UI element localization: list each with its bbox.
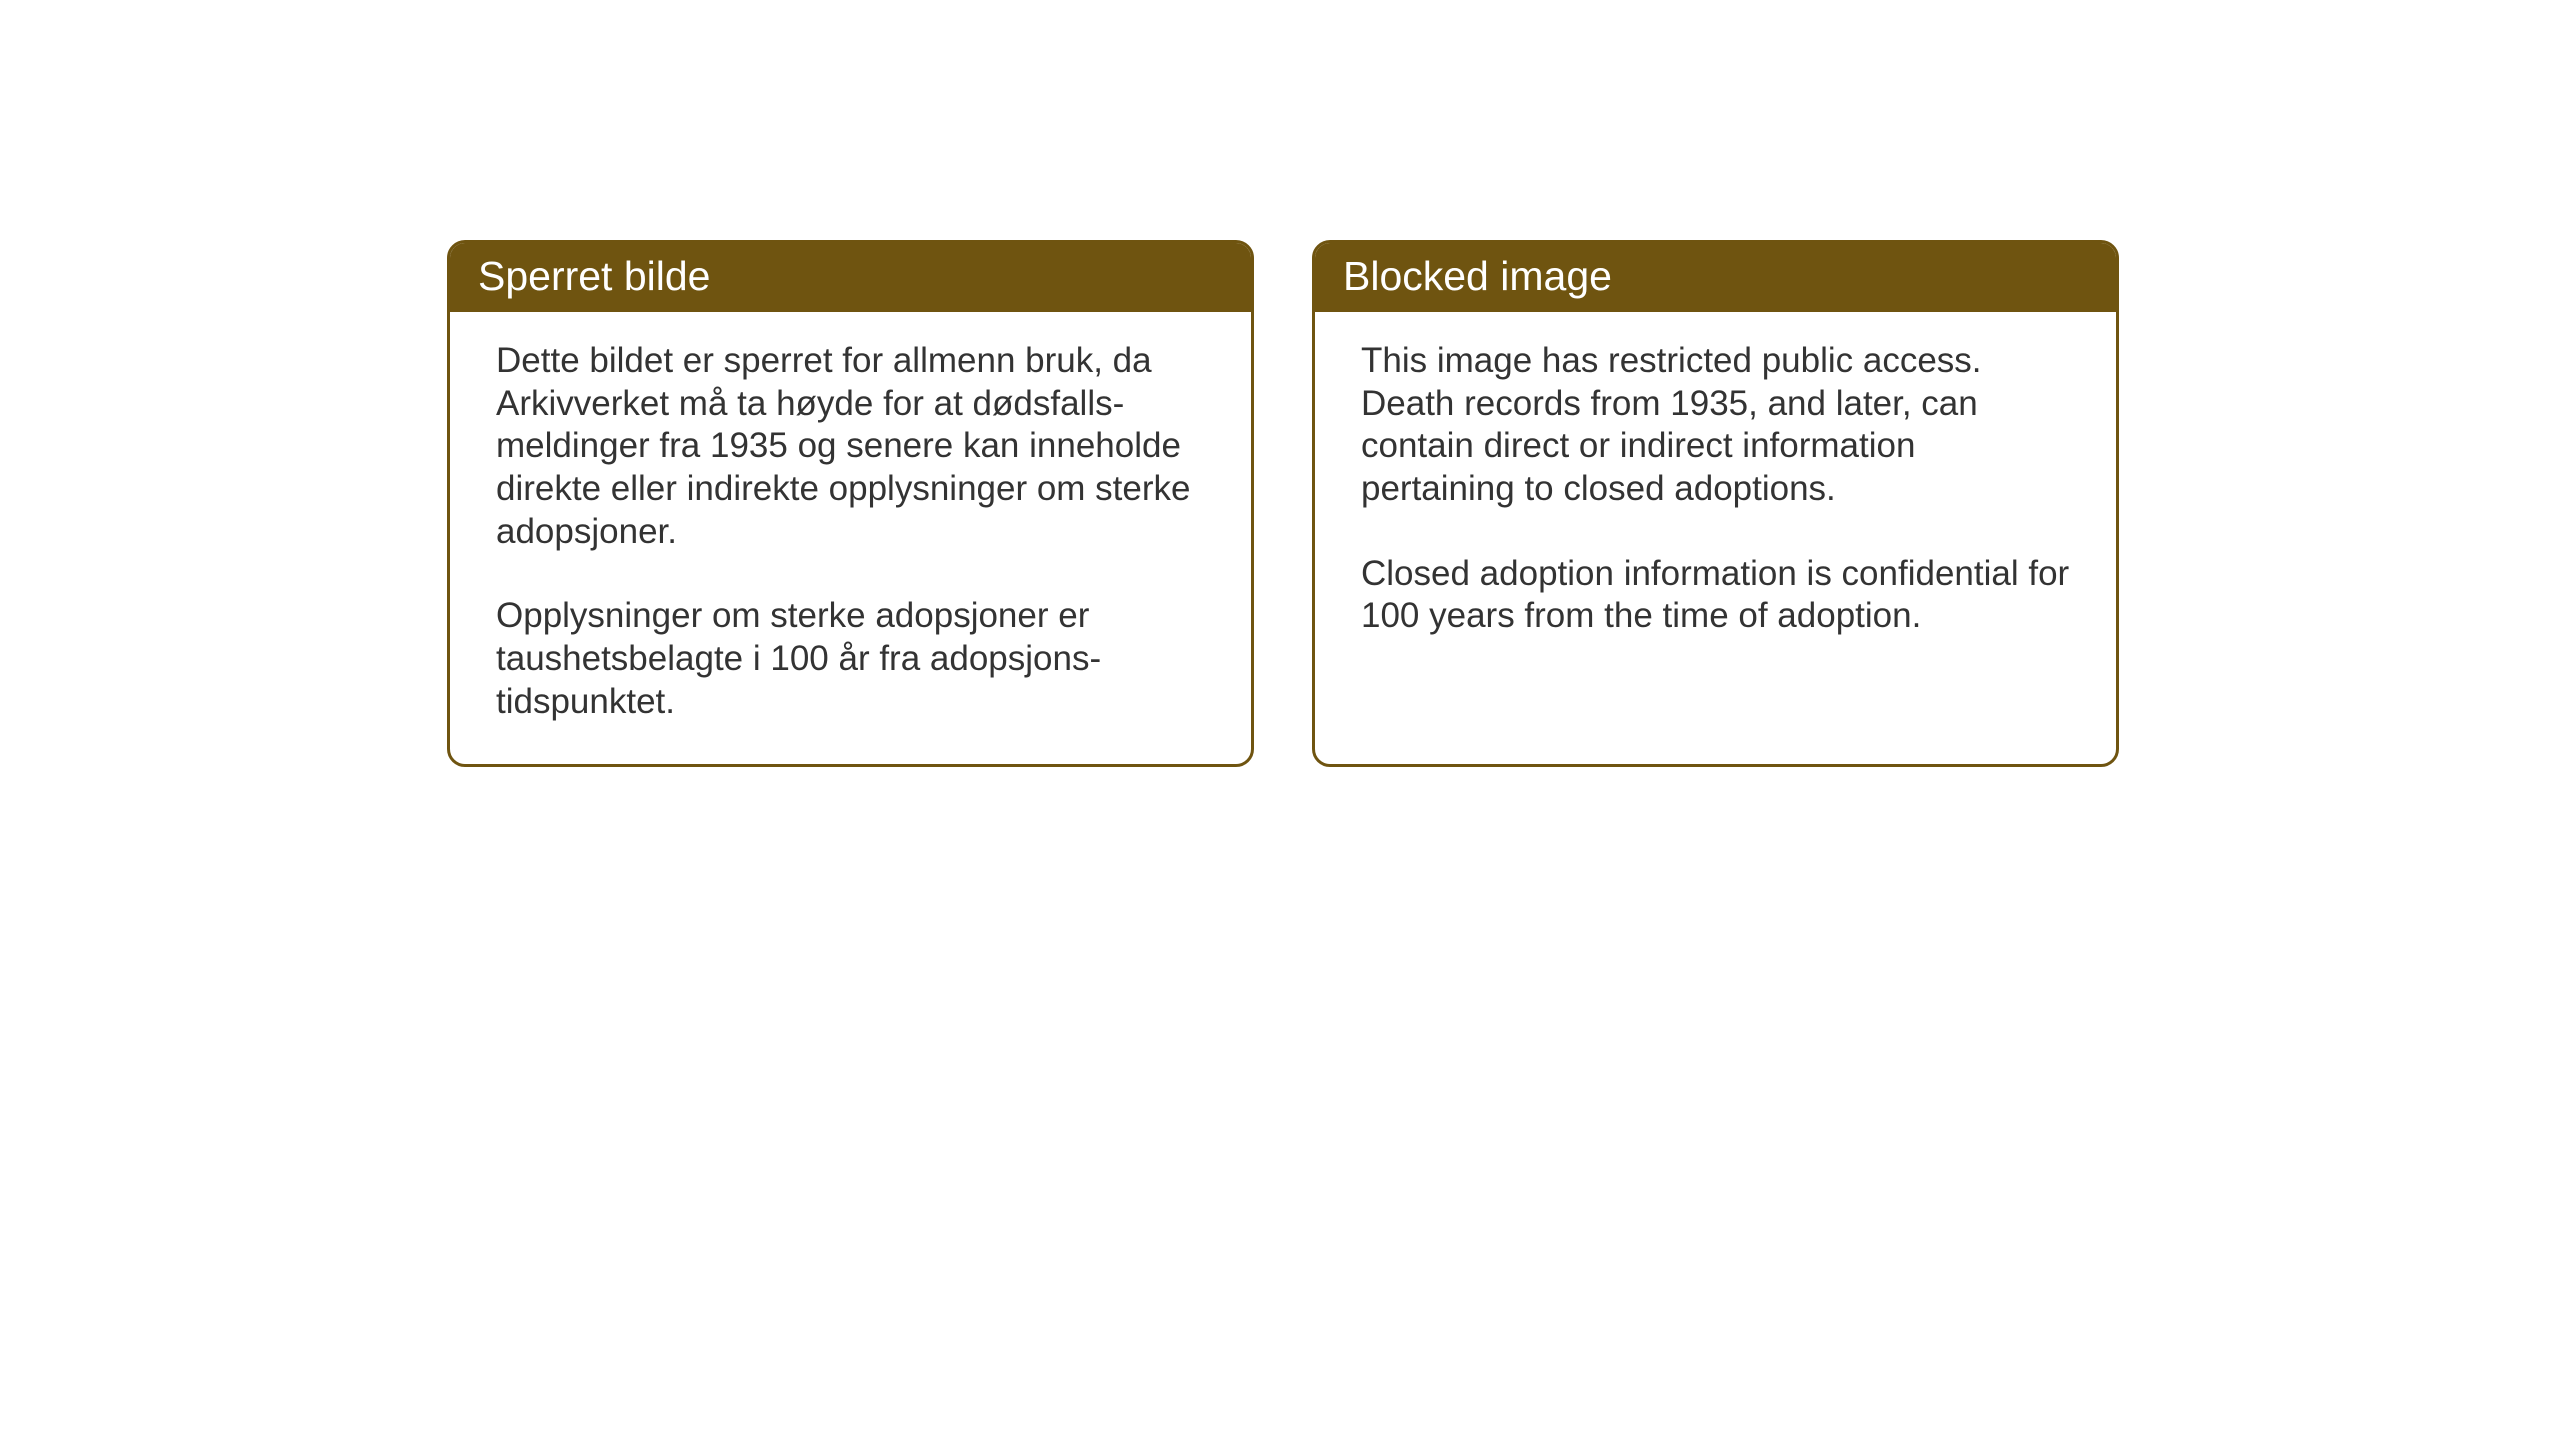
notice-card-body-english: This image has restricted public access.… [1315,312,2116,732]
notice-paragraph-2-english: Closed adoption information is confident… [1361,553,2070,638]
notice-card-header-norwegian: Sperret bilde [450,243,1251,312]
notice-card-title-norwegian: Sperret bilde [478,253,1223,300]
notice-card-norwegian: Sperret bilde Dette bildet er sperret fo… [447,240,1254,767]
notice-card-english: Blocked image This image has restricted … [1312,240,2119,767]
notice-card-header-english: Blocked image [1315,243,2116,312]
notice-paragraph-1-norwegian: Dette bildet er sperret for allmenn bruk… [496,340,1205,553]
notice-paragraph-2-norwegian: Opplysninger om sterke adopsjoner er tau… [496,595,1205,723]
notice-card-title-english: Blocked image [1343,253,2088,300]
notice-paragraph-1-english: This image has restricted public access.… [1361,340,2070,511]
notice-card-body-norwegian: Dette bildet er sperret for allmenn bruk… [450,312,1251,764]
notice-cards-container: Sperret bilde Dette bildet er sperret fo… [447,240,2119,767]
